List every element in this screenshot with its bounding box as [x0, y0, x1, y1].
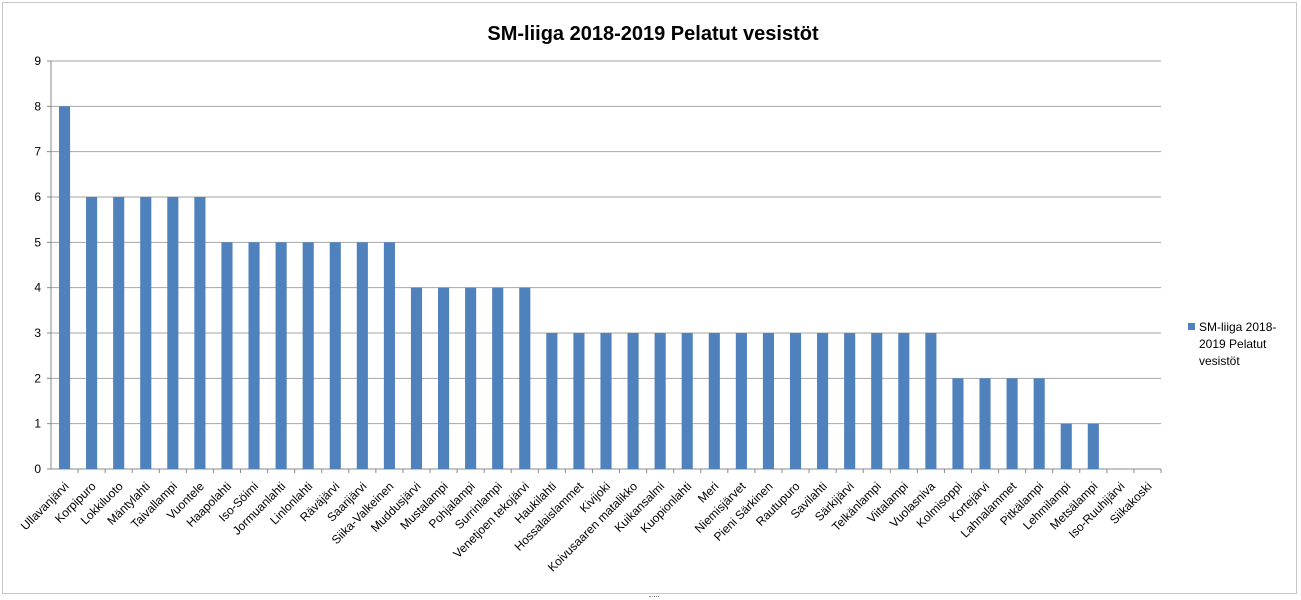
- legend-label-line: 2019 Pelatut: [1199, 337, 1267, 351]
- bar: [465, 287, 477, 469]
- bar: [519, 287, 531, 469]
- bar: [140, 197, 152, 469]
- legend: SM-liiga 2018- 2019 Pelatut vesistöt: [1188, 320, 1276, 368]
- y-tick-label: 5: [34, 235, 41, 249]
- bar: [871, 333, 883, 469]
- bar: [573, 333, 585, 469]
- bar: [438, 287, 450, 469]
- y-tick-label: 9: [34, 54, 41, 68]
- x-axis-category-labels: UllavanjärviKorpipuroLokkiluotoMäntylaht…: [18, 479, 1155, 575]
- bar: [410, 287, 423, 469]
- bar: [925, 333, 937, 469]
- bar: [844, 333, 856, 469]
- bar: [1060, 423, 1072, 469]
- bar: [221, 242, 233, 469]
- bar: [492, 287, 504, 469]
- legend-label-line: vesistöt: [1199, 354, 1240, 368]
- legend-swatch: [1188, 323, 1195, 330]
- y-tick-label: 0: [34, 462, 41, 476]
- bar: [898, 333, 910, 469]
- chart-title: SM-liiga 2018-2019 Pelatut vesistöt: [487, 23, 819, 45]
- bar: [681, 333, 693, 469]
- bar: [817, 333, 829, 469]
- bar: [194, 197, 206, 469]
- bar: [979, 378, 991, 469]
- bar: [275, 242, 287, 469]
- bar: [302, 242, 314, 469]
- y-tick-label: 3: [34, 326, 41, 340]
- bar: [329, 242, 341, 469]
- y-tick-label: 7: [34, 145, 41, 159]
- bar: [708, 333, 720, 469]
- bar: [167, 197, 179, 469]
- bar: [600, 333, 612, 469]
- bar: [356, 242, 368, 469]
- legend-label-line: SM-liiga 2018-: [1199, 320, 1276, 334]
- y-axis-tick-labels: 0 1 2 3 4 5 6 7 8 9: [34, 54, 41, 476]
- y-tick-label: 1: [34, 417, 41, 431]
- bar: [789, 333, 802, 469]
- bar: [383, 242, 395, 469]
- bar: [86, 197, 98, 469]
- bar: [58, 106, 71, 469]
- bar: [762, 333, 774, 469]
- y-tick-label: 8: [34, 99, 41, 113]
- y-tick-label: 6: [34, 190, 41, 204]
- bar: [654, 333, 666, 469]
- bar: [952, 378, 964, 469]
- bar: [546, 333, 558, 469]
- bar: [248, 242, 260, 469]
- bar: [735, 333, 747, 469]
- bar-chart: SM-liiga 2018-2019 Pelatut vesistöt 0123…: [18, 23, 1276, 575]
- bar: [1006, 378, 1018, 469]
- bar: [1033, 378, 1045, 469]
- y-tick-label: 4: [34, 281, 41, 295]
- y-tick-label: 2: [34, 371, 41, 385]
- bar: [627, 333, 639, 469]
- bar: [1087, 423, 1099, 469]
- bar: [113, 197, 125, 469]
- bars: [58, 106, 1099, 469]
- resize-handle[interactable]: [649, 596, 659, 600]
- legend-label: SM-liiga 2018- 2019 Pelatut vesistöt: [1199, 320, 1276, 368]
